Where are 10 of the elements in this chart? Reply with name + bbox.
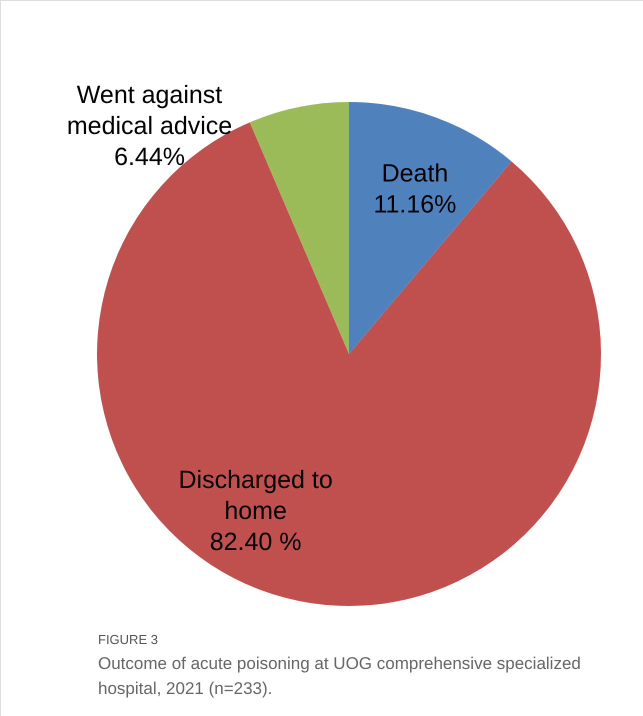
pie-slice — [250, 102, 349, 354]
data-label: 11.16% — [373, 190, 456, 219]
data-label: 82.40 % — [210, 528, 302, 556]
slice-label: Went against medical advice — [66, 80, 232, 140]
slice-label: Death — [382, 160, 448, 188]
pie-slice — [349, 102, 512, 354]
data-label: 6.44% — [114, 142, 185, 171]
slice-label: Discharged to home — [178, 466, 333, 526]
text: Outcome of acute poisoning at UOG comprehensive specialized hospital, 2021 (n=233). — [98, 654, 581, 698]
caption: FIGURE 3 — [98, 632, 158, 647]
